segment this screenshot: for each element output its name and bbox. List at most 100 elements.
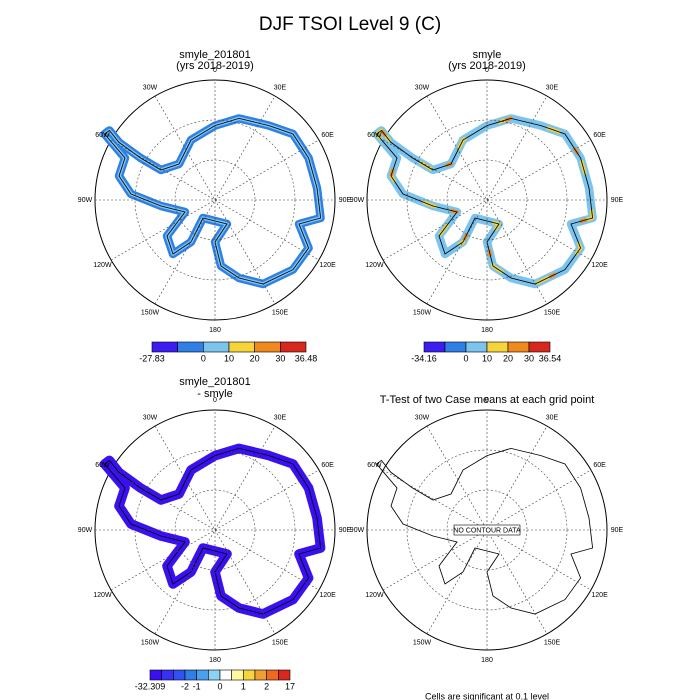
- colorbar-label: 30: [275, 353, 285, 363]
- colorbar-box: [196, 669, 209, 681]
- panel-title: - smyle: [197, 388, 232, 400]
- colorbar-box: [231, 669, 244, 681]
- colorbar-box: [254, 341, 281, 353]
- longitude-label: 30E: [546, 414, 559, 421]
- colorbar-box: [254, 669, 267, 681]
- map-panel: T-Test of two Case means at each grid po…: [350, 394, 624, 700]
- colorbar-box: [266, 669, 279, 681]
- longitude-label: 150W: [413, 309, 432, 316]
- longitude-label: 60E: [593, 132, 606, 139]
- panel-title: (yrs 2018-2019): [176, 60, 254, 72]
- colorbar-label: 20: [503, 353, 513, 363]
- longitude-label: 60W: [95, 462, 110, 469]
- longitude-label: 120E: [591, 262, 608, 269]
- colorbar-box: [507, 341, 530, 353]
- colorbar-label: 2: [264, 681, 269, 691]
- footnote: Cells are significant at 0.1 level: [425, 691, 549, 700]
- colorbar-label: 1: [241, 681, 246, 691]
- panel-title: smyle: [473, 49, 502, 61]
- colorbar-box: [278, 669, 291, 681]
- longitude-label: 90E: [339, 527, 352, 534]
- colorbar-box: [228, 341, 255, 353]
- colorbar-box: [243, 669, 256, 681]
- longitude-label: 0: [485, 397, 489, 404]
- colorbar-label: 10: [482, 353, 492, 363]
- colorbar-box: [486, 341, 509, 353]
- longitude-label: 120E: [319, 592, 336, 599]
- longitude-label: 150E: [544, 639, 561, 646]
- colorbar-box: [184, 669, 197, 681]
- longitude-label: 120W: [365, 262, 384, 269]
- longitude-label: 90W: [78, 197, 93, 204]
- longitude-label: 150W: [413, 639, 432, 646]
- map-panel: smyle_201801- smyle030E60E90E120E150E180…: [78, 376, 352, 691]
- longitude-label: 0: [213, 67, 217, 74]
- longitude-label: 30E: [274, 84, 287, 91]
- colorbar-label: -2: [181, 681, 189, 691]
- longitude-label: 150E: [544, 309, 561, 316]
- longitude-label: 180: [209, 657, 221, 664]
- longitude-label: 120W: [93, 262, 112, 269]
- colorbar-label: 36.48: [295, 353, 318, 363]
- longitude-label: 90W: [350, 197, 365, 204]
- panel-title: smyle_201801: [179, 376, 251, 388]
- colorbar-box: [203, 341, 230, 353]
- longitude-label: 90W: [78, 527, 93, 534]
- longitude-label: 90E: [611, 197, 624, 204]
- longitude-label: 120E: [319, 262, 336, 269]
- colorbar-label: 0: [201, 353, 206, 363]
- longitude-label: 150E: [272, 639, 289, 646]
- panel-title: (yrs 2018-2019): [448, 60, 526, 72]
- longitude-label: 120W: [365, 592, 384, 599]
- longitude-label: 150W: [141, 309, 160, 316]
- colorbar-label: -27.83: [139, 353, 165, 363]
- colorbar-label: 10: [224, 353, 234, 363]
- longitude-line: [426, 95, 548, 305]
- longitude-label: 180: [481, 657, 493, 664]
- longitude-label: 150E: [272, 309, 289, 316]
- colorbar-label: 20: [250, 353, 260, 363]
- colorbar-box: [177, 341, 204, 353]
- longitude-label: 30E: [274, 414, 287, 421]
- colorbar-label: -32.309: [135, 681, 166, 691]
- colorbar-label: -1: [193, 681, 201, 691]
- longitude-label: 60E: [321, 462, 334, 469]
- longitude-line: [154, 95, 276, 305]
- longitude-label: 90E: [339, 197, 352, 204]
- longitude-label: 60E: [321, 132, 334, 139]
- colorbar-label: -34.16: [411, 353, 437, 363]
- longitude-label: 60W: [367, 132, 382, 139]
- longitude-label: 30W: [143, 84, 158, 91]
- longitude-label: 30W: [143, 414, 158, 421]
- colorbar-label: 17: [285, 681, 295, 691]
- longitude-label: 30W: [415, 414, 430, 421]
- colorbar-box: [280, 341, 307, 353]
- longitude-label: 30W: [415, 84, 430, 91]
- colorbar-label: 0: [463, 353, 468, 363]
- longitude-label: 120E: [591, 592, 608, 599]
- longitude-label: 60W: [95, 132, 110, 139]
- longitude-label: 0: [485, 67, 489, 74]
- colorbar-box: [208, 669, 221, 681]
- longitude-label: 90E: [611, 527, 624, 534]
- no-data-box: [453, 524, 521, 536]
- colorbar-box: [528, 341, 551, 353]
- longitude-label: 120W: [93, 592, 112, 599]
- colorbar-box: [219, 669, 232, 681]
- colorbar-box: [465, 341, 488, 353]
- longitude-label: 0: [213, 397, 217, 404]
- longitude-line: [154, 425, 276, 635]
- colorbar-box: [151, 341, 178, 353]
- longitude-line: [154, 95, 276, 305]
- figure-title: DJF TSOI Level 9 (C): [259, 14, 441, 35]
- longitude-label: 150W: [141, 639, 160, 646]
- colorbar-box: [149, 669, 162, 681]
- longitude-label: 180: [481, 327, 493, 334]
- map-panel: smyle(yrs 2018-2019)030E60E90E120E150E18…: [350, 49, 624, 363]
- colorbar-label: 0: [217, 681, 222, 691]
- map-panel: smyle_201801(yrs 2018-2019)030E60E90E120…: [78, 49, 352, 363]
- longitude-label: 60E: [593, 462, 606, 469]
- colorbar-box: [161, 669, 174, 681]
- longitude-label: 90W: [350, 527, 365, 534]
